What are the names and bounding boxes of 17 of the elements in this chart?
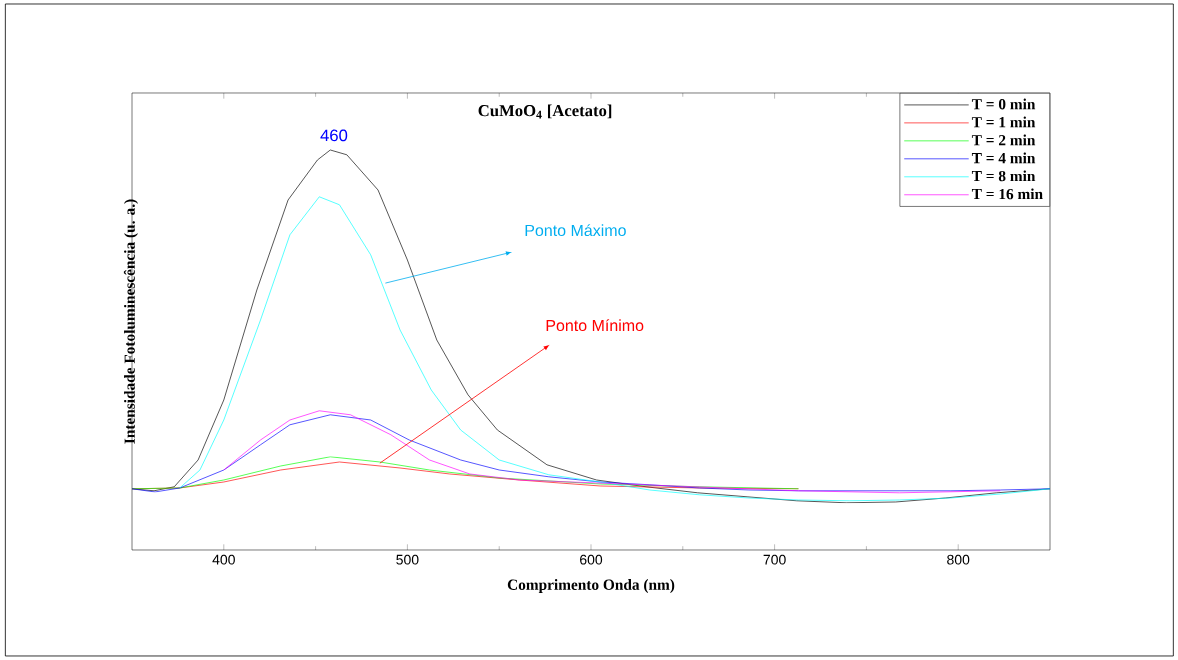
x-tick-label: 600 [580,554,603,565]
x-axis-title: Comprimento Onda (nm) [507,579,675,593]
annotation: Ponto Máximo [525,224,626,237]
x-tick-label: 500 [396,554,419,565]
legend-label: T = 8 min [971,170,1036,182]
y-axis-title: Intensidade Fotoluminescência (u. a.) [123,199,138,444]
legend-label: T = 4 min [971,152,1036,164]
legend-label: T = 2 min [971,134,1036,146]
legend-label: T = 0 min [971,98,1036,110]
x-tick-label: 800 [947,554,970,565]
legend-label: T = 1 min [971,116,1036,128]
x-tick-label: 700 [763,554,786,565]
x-tick-label: 400 [212,554,235,565]
chart-title: CuMoO$_{4}$ [Acetato] [478,104,612,119]
annotation: 460 [320,129,348,142]
annotation: Ponto Mínimo [546,319,644,332]
legend-label: T = 16 min [971,188,1043,200]
